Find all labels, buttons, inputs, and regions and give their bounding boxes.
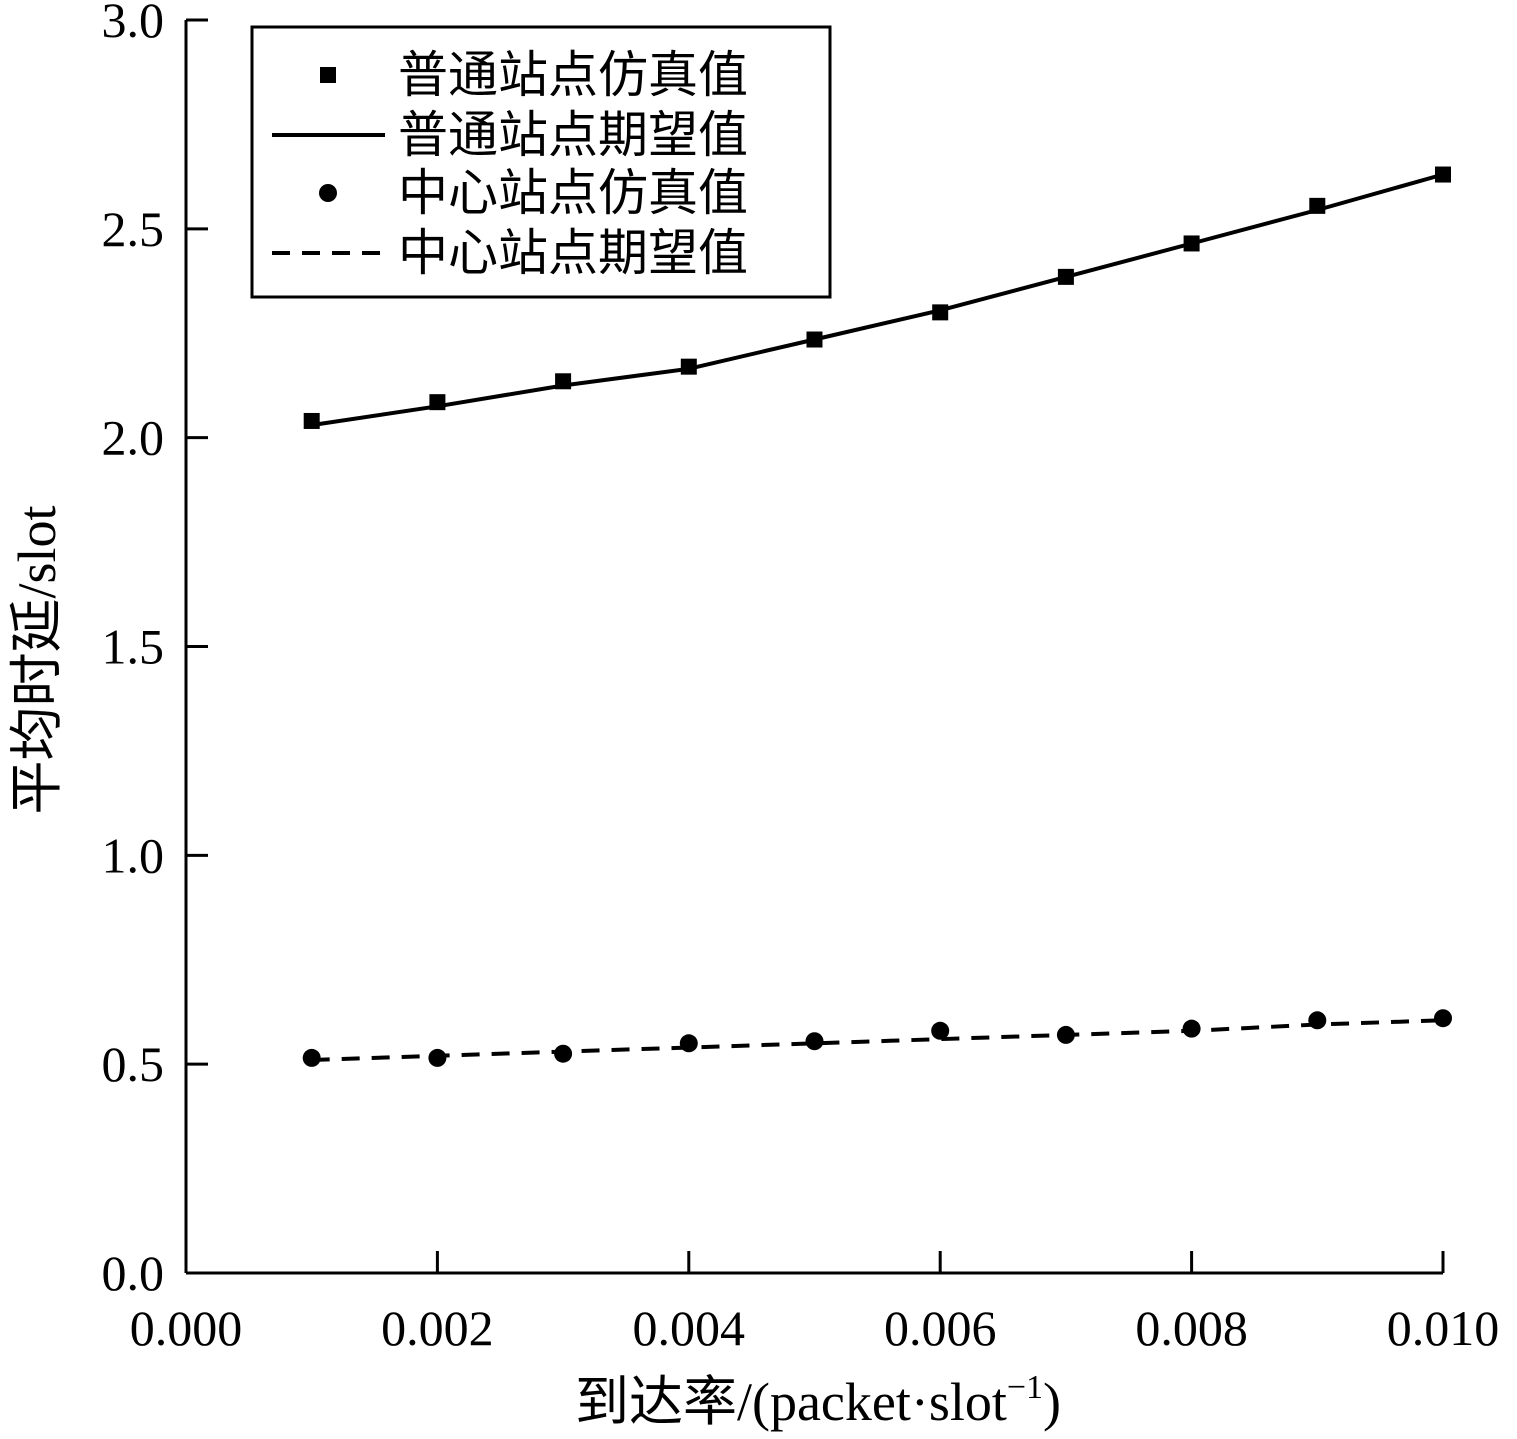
data-point-circle xyxy=(805,1032,824,1051)
x-tick-label: 0.000 xyxy=(130,1300,243,1356)
y-tick-label: 1.0 xyxy=(102,827,165,883)
x-axis-title: 到达率/(packet·slot−1) xyxy=(575,1369,1061,1432)
data-point-circle xyxy=(1182,1019,1201,1038)
y-tick-label: 3.0 xyxy=(102,0,165,48)
x-tick-label: 0.010 xyxy=(1387,1300,1500,1356)
x-axis-title-main: 到达率/(packet·slot xyxy=(575,1372,1007,1432)
x-axis-title-suffix: ) xyxy=(1043,1372,1061,1432)
series-line-4 xyxy=(311,1018,1444,1062)
data-point-circle xyxy=(554,1044,573,1063)
x-axis-title-superscript: −1 xyxy=(1007,1369,1043,1406)
y-tick-label: 2.0 xyxy=(102,410,165,466)
series-line-2 xyxy=(311,172,1444,428)
legend-label: 中心站点仿真值 xyxy=(398,164,748,222)
plot-area xyxy=(302,166,1452,1067)
data-point-circle xyxy=(428,1048,447,1067)
legend-label: 中心站点期望值 xyxy=(398,224,748,282)
x-tick-label: 0.008 xyxy=(1135,1300,1248,1356)
legend-label: 普通站点仿真值 xyxy=(398,46,748,104)
data-point-circle xyxy=(931,1021,950,1040)
x-tick-label: 0.002 xyxy=(381,1300,494,1356)
x-axis-ticks: 0.000 0.002 0.004 0.006 0.008 0.010 xyxy=(130,1251,1500,1356)
y-tick-label: 0.5 xyxy=(102,1036,165,1092)
y-tick-label: 2.5 xyxy=(102,201,165,257)
y-tick-label: 1.5 xyxy=(102,619,165,675)
data-point-circle xyxy=(302,1048,321,1067)
data-point-circle xyxy=(1434,1009,1452,1028)
y-axis-ticks: 0.0 0.5 1.0 1.5 2.0 2.5 3.0 xyxy=(102,0,208,1301)
legend-label: 普通站点期望值 xyxy=(398,106,748,164)
x-tick-label: 0.006 xyxy=(884,1300,997,1356)
y-axis-title: 平均时延/slot xyxy=(7,505,67,814)
data-point-square xyxy=(303,412,320,429)
y-tick-label: 0.0 xyxy=(102,1245,165,1301)
legend-swatch-square xyxy=(320,67,336,83)
legend-swatch-circle xyxy=(319,184,337,202)
x-tick-label: 0.004 xyxy=(633,1300,746,1356)
